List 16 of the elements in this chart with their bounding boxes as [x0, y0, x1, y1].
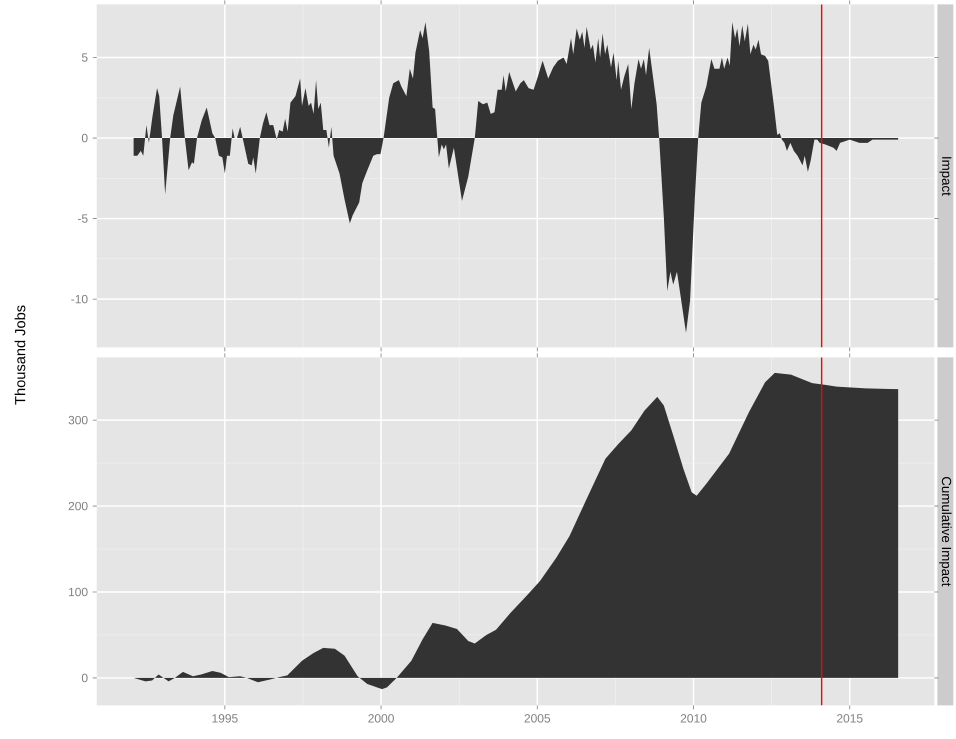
- x-tick-label: 2000: [368, 714, 394, 722]
- x-tick-label: 2005: [524, 714, 550, 722]
- y-tick-label: 5: [82, 53, 88, 62]
- text: Cumulative Impact: [939, 476, 952, 586]
- y-axis-title: Thousand Jobs: [14, 305, 26, 404]
- y-tick-label: 300: [68, 416, 88, 424]
- y-tick-label: 100: [69, 588, 88, 596]
- x-tick-label: 1995: [212, 714, 238, 722]
- x-tick-label: 2015: [837, 714, 863, 722]
- y-tick-label: 0: [82, 134, 88, 142]
- y-tick-label: 200: [68, 502, 88, 510]
- x-tick-label: 2010: [680, 714, 706, 722]
- text: Impact: [939, 157, 952, 196]
- y-tick-label: 0: [82, 674, 88, 682]
- y-tick-label: -5: [78, 214, 88, 223]
- y-tick-label: -10: [71, 294, 88, 304]
